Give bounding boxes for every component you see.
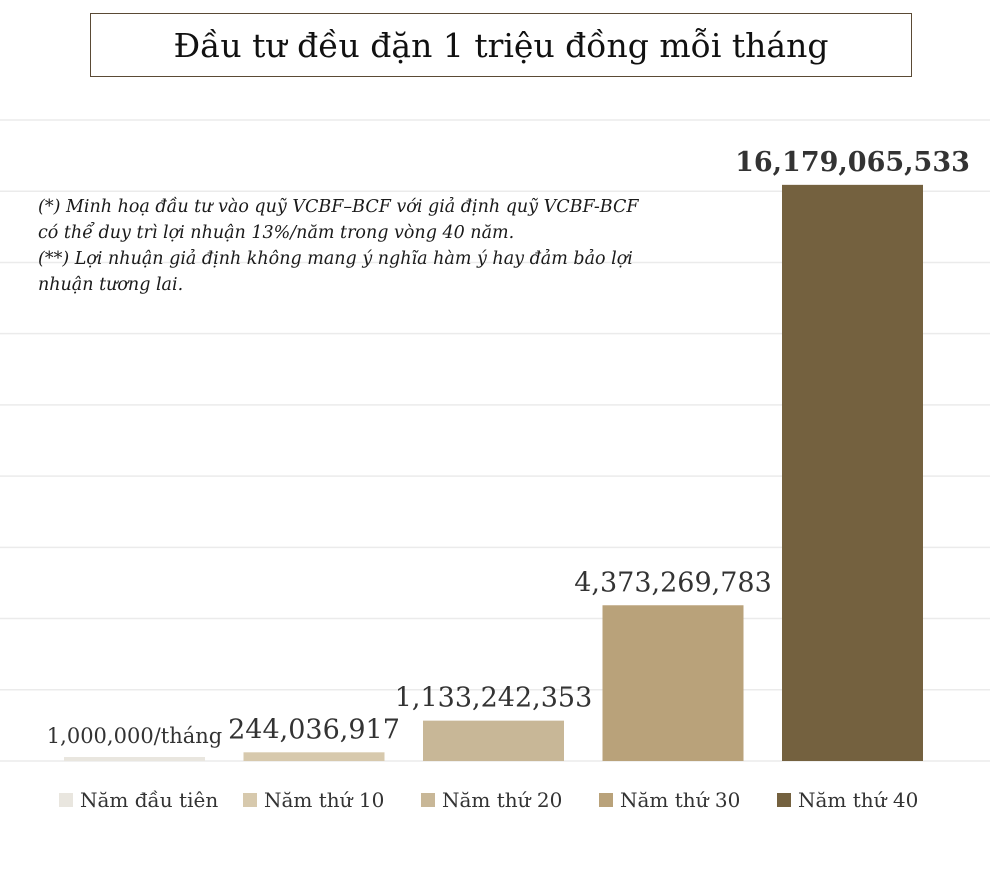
footnote-line: có thể duy trì lợi nhuận 13%/năm trong v… — [38, 223, 515, 243]
data-label: 244,036,917 — [228, 714, 400, 745]
footnote-line: (*) Minh hoạ đầu tư vào quỹ VCBF–BCF với… — [38, 197, 639, 217]
legend-item: Năm thứ 30 — [599, 788, 740, 812]
data-label: 1,000,000/tháng — [47, 724, 222, 748]
footnote: (*) Minh hoạ đầu tư vào quỹ VCBF–BCF với… — [38, 194, 668, 298]
bar — [64, 757, 205, 761]
bar — [243, 752, 385, 761]
legend-swatch — [421, 793, 435, 807]
footnote-line: (**) Lợi nhuận giả định không mang ý ngh… — [38, 249, 633, 269]
legend-label: Năm đầu tiên — [80, 788, 218, 812]
data-label: 1,133,242,353 — [395, 683, 593, 714]
legend-item: Năm đầu tiên — [59, 788, 218, 812]
legend-swatch — [243, 793, 257, 807]
data-label: 16,179,065,533 — [735, 147, 970, 178]
legend-swatch — [599, 793, 613, 807]
legend-item: Năm thứ 10 — [243, 788, 384, 812]
bar — [782, 184, 923, 761]
legend-label: Năm thứ 10 — [264, 788, 384, 812]
bar — [423, 720, 564, 761]
legend-swatch — [777, 793, 791, 807]
legend-label: Năm thứ 40 — [798, 788, 918, 812]
bars — [64, 184, 923, 761]
legend-item: Năm thứ 20 — [421, 788, 562, 812]
legend-swatch — [59, 793, 73, 807]
data-label: 4,373,269,783 — [574, 567, 772, 598]
bar — [602, 605, 744, 761]
footnote-line: nhuận tương lai. — [38, 275, 184, 295]
legend-item: Năm thứ 40 — [777, 788, 918, 812]
legend-label: Năm thứ 20 — [442, 788, 562, 812]
legend: Năm đầu tiên Năm thứ 10 Năm thứ 20 Năm thứ … — [59, 788, 918, 812]
chart-title: Đầu tư đều đặn 1 triệu đồng mỗi tháng — [90, 13, 912, 77]
legend-label: Năm thứ 30 — [620, 788, 740, 812]
